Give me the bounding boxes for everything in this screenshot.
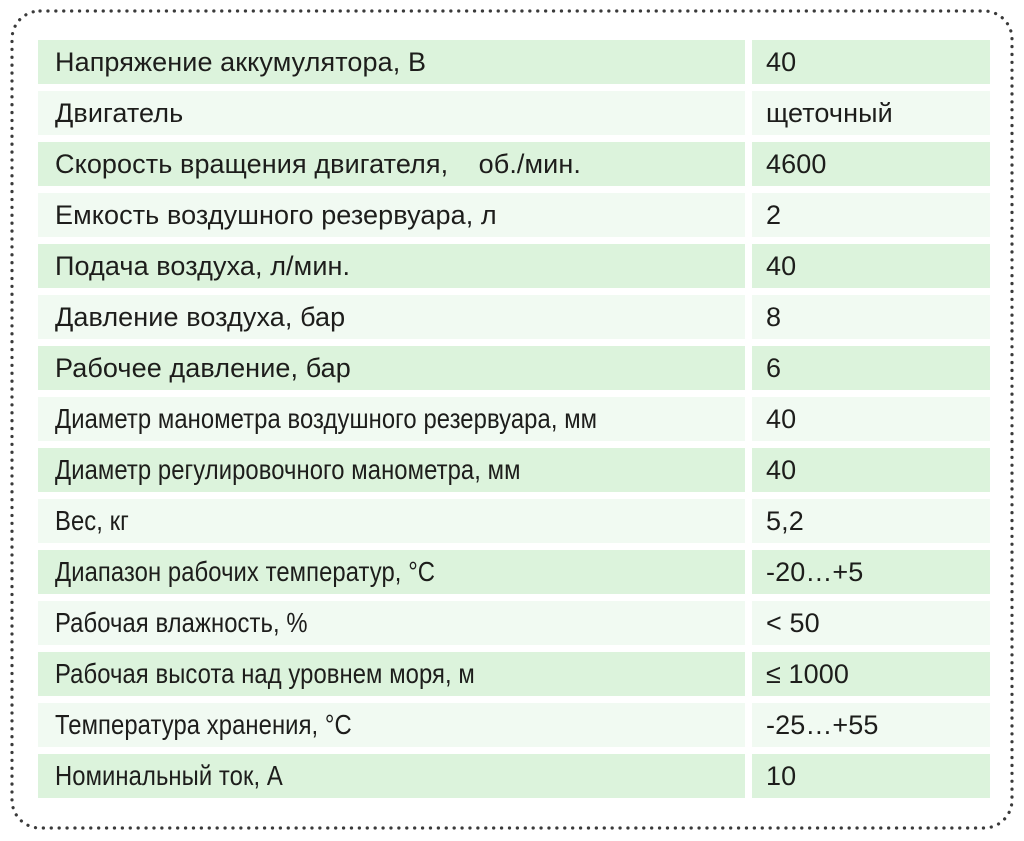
spec-label-cell: Давление воздуха, бар — [38, 295, 745, 339]
spec-value-cell: 8 — [752, 295, 990, 339]
spec-value: 2 — [766, 199, 782, 230]
spec-value: 5,2 — [766, 505, 804, 536]
spec-value: -25…+55 — [766, 709, 879, 740]
spec-label: Диаметр манометра воздушного резервуара,… — [55, 403, 598, 434]
spec-label-cell: Напряжение аккумулятора, В — [38, 40, 745, 84]
spec-label-cell: Диаметр манометра воздушного резервуара,… — [38, 397, 745, 441]
spec-value-cell: 40 — [752, 244, 990, 288]
spec-value-cell: 4600 — [752, 142, 990, 186]
spec-label: Диаметр регулировочного манометра, мм — [55, 454, 521, 485]
spec-value-cell: 6 — [752, 346, 990, 390]
spec-value-cell: ≤ 1000 — [752, 652, 990, 696]
table-row: Рабочая влажность, % < 50 — [38, 601, 990, 645]
table-row: Рабочая высота над уровнем моря, м ≤ 100… — [38, 652, 990, 696]
spec-label-cell: Диаметр регулировочного манометра, мм — [38, 448, 745, 492]
spec-label-cell: Температура хранения, °С — [38, 703, 745, 747]
spec-value-cell: -25…+55 — [752, 703, 990, 747]
spec-label-cell: Емкость воздушного резервуара, л — [38, 193, 745, 237]
spec-label-cell: Подача воздуха, л/мин. — [38, 244, 745, 288]
spec-label-cell: Скорость вращения двигателя, об./мин. — [38, 142, 745, 186]
specifications-table: Напряжение аккумулятора, В 40 Двигатель … — [38, 40, 990, 798]
table-row: Температура хранения, °С -25…+55 — [38, 703, 990, 747]
spec-value: -20…+5 — [766, 556, 864, 587]
table-row: Рабочее давление, бар 6 — [38, 346, 990, 390]
spec-value: 40 — [766, 46, 797, 77]
spec-value-cell: 10 — [752, 754, 990, 798]
spec-label-cell: Диапазон рабочих температур, °С — [38, 550, 745, 594]
spec-label-cell: Рабочее давление, бар — [38, 346, 745, 390]
spec-value: 40 — [766, 250, 797, 281]
spec-label: Подача воздуха, л/мин. — [55, 250, 351, 281]
table-row: Емкость воздушного резервуара, л 2 — [38, 193, 990, 237]
spec-label: Двигатель — [55, 97, 184, 128]
spec-label: Напряжение аккумулятора, В — [55, 46, 427, 77]
table-row: Напряжение аккумулятора, В 40 — [38, 40, 990, 84]
table-row: Вес, кг 5,2 — [38, 499, 990, 543]
spec-value: 10 — [766, 760, 797, 791]
spec-label-cell: Рабочая влажность, % — [38, 601, 745, 645]
spec-label: Номинальный ток, А — [55, 760, 283, 791]
table-row: Диапазон рабочих температур, °С -20…+5 — [38, 550, 990, 594]
spec-value: < 50 — [766, 607, 820, 638]
spec-value: 8 — [766, 301, 782, 332]
spec-label: Температура хранения, °С — [55, 709, 352, 740]
spec-value: щеточный — [766, 97, 893, 128]
spec-value-cell: щеточный — [752, 91, 990, 135]
spec-label-cell: Номинальный ток, А — [38, 754, 745, 798]
spec-value: 4600 — [766, 148, 827, 179]
table-row: Диаметр регулировочного манометра, мм 40 — [38, 448, 990, 492]
spec-value: 40 — [766, 454, 797, 485]
spec-value-cell: < 50 — [752, 601, 990, 645]
table-row: Давление воздуха, бар 8 — [38, 295, 990, 339]
spec-label: Вес, кг — [55, 505, 129, 536]
spec-label: Давление воздуха, бар — [55, 301, 346, 332]
spec-value-cell: 40 — [752, 448, 990, 492]
spec-value-cell: 40 — [752, 40, 990, 84]
spec-value-cell: -20…+5 — [752, 550, 990, 594]
table-row: Скорость вращения двигателя, об./мин. 46… — [38, 142, 990, 186]
table-row: Двигатель щеточный — [38, 91, 990, 135]
spec-label-cell: Вес, кг — [38, 499, 745, 543]
spec-value-cell: 5,2 — [752, 499, 990, 543]
spec-value: 6 — [766, 352, 782, 383]
spec-label: Рабочее давление, бар — [55, 352, 351, 383]
spec-value: 40 — [766, 403, 797, 434]
table-row: Подача воздуха, л/мин. 40 — [38, 244, 990, 288]
spec-value: ≤ 1000 — [766, 658, 849, 689]
table-row: Диаметр манометра воздушного резервуара,… — [38, 397, 990, 441]
spec-label: Рабочая влажность, % — [55, 607, 308, 638]
spec-label: Скорость вращения двигателя, об./мин. — [55, 148, 581, 179]
spec-label: Емкость воздушного резервуара, л — [55, 199, 497, 230]
spec-value-cell: 40 — [752, 397, 990, 441]
spec-label: Диапазон рабочих температур, °С — [55, 556, 436, 587]
spec-value-cell: 2 — [752, 193, 990, 237]
spec-label-cell: Двигатель — [38, 91, 745, 135]
spec-label-cell: Рабочая высота над уровнем моря, м — [38, 652, 745, 696]
spec-label: Рабочая высота над уровнем моря, м — [55, 658, 475, 689]
table-row: Номинальный ток, А 10 — [38, 754, 990, 798]
